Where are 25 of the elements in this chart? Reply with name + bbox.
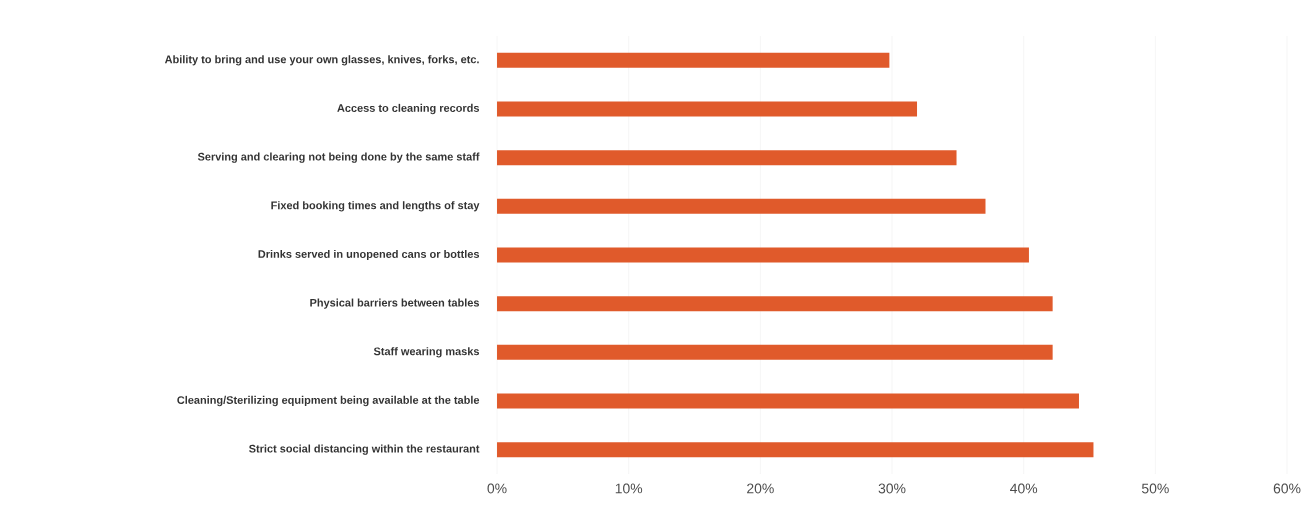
- bar: [497, 393, 1079, 409]
- bar: [497, 442, 1094, 458]
- y-tick-label: Physical barriers between tables: [310, 298, 480, 309]
- bar: [497, 344, 1053, 360]
- x-tick-label: 10%: [615, 483, 643, 494]
- x-tick-label: 60%: [1273, 483, 1301, 494]
- y-tick-label: Drinks served in unopened cans or bottles: [258, 249, 480, 261]
- bar: [497, 150, 957, 166]
- y-tick-label: Access to cleaning records: [337, 103, 480, 115]
- bar: [497, 52, 890, 68]
- bar: [497, 296, 1053, 312]
- y-tick-label: Staff wearing masks: [373, 347, 480, 358]
- x-tick-label: 50%: [1141, 483, 1169, 494]
- y-tick-label: Strict social distancing within the restaurant: [249, 444, 480, 455]
- x-tick-label: 20%: [747, 483, 774, 494]
- y-tick-label: Ability to bring and use your own glasses, knives, forks, etc.: [164, 55, 479, 66]
- bar: [497, 101, 918, 117]
- bar: [497, 198, 986, 214]
- y-tick-label: Fixed booking times and lengths of stay: [271, 201, 480, 212]
- x-tick-label: 40%: [1010, 483, 1038, 494]
- bar: [497, 247, 1029, 263]
- x-tick-label: 30%: [878, 483, 906, 494]
- y-tick-label: Serving and clearing not being done by the same staff: [197, 152, 480, 163]
- x-tick-label: 0%: [487, 483, 507, 494]
- y-tick-label: Cleaning/Sterilizing equipment being available at the table: [177, 395, 480, 407]
